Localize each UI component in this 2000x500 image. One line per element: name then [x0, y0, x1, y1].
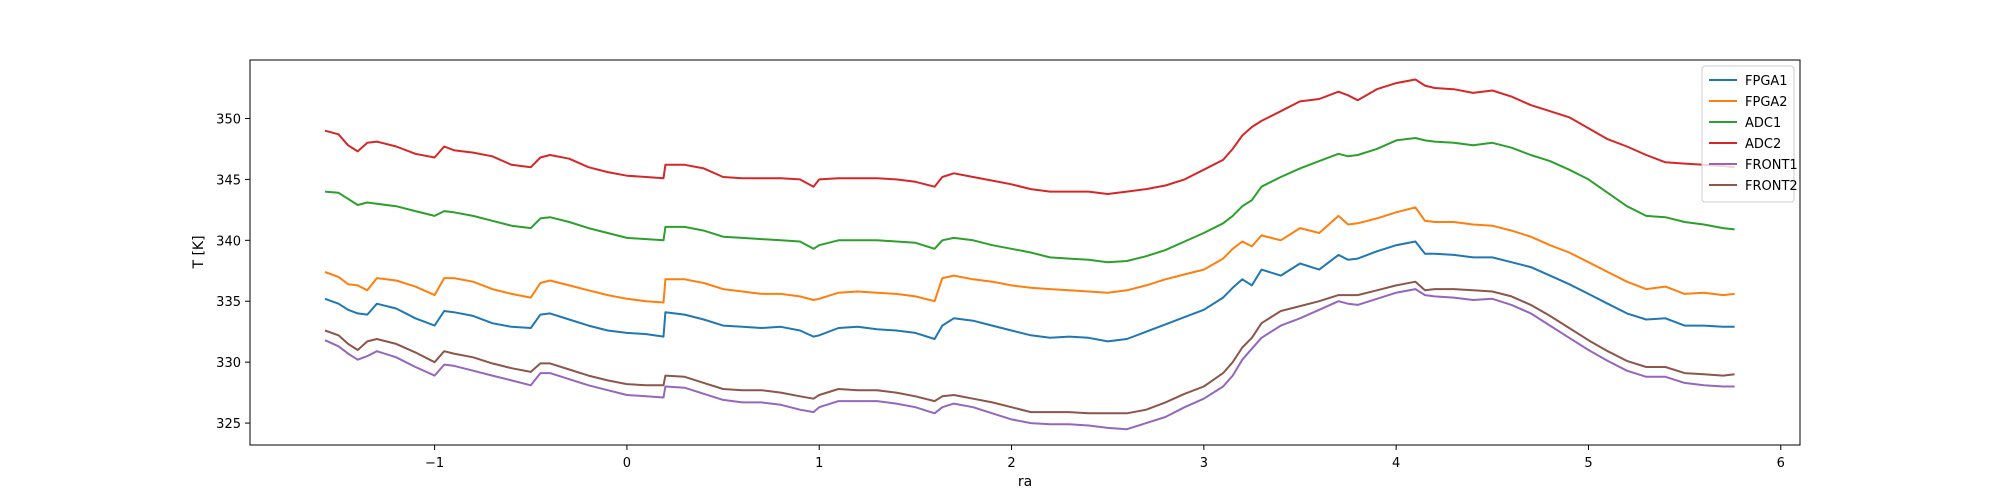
legend-entry: ADC1 — [1745, 116, 1781, 131]
legend: FPGA1 FPGA2 ADC1 ADC2 FRONT1 FRONT2 — [1701, 65, 1798, 203]
x-tick-label: 3 — [1200, 456, 1208, 471]
series-line-adc1 — [324, 137, 1735, 264]
legend-entry: FPGA2 — [1745, 95, 1788, 110]
plot-frame — [249, 59, 1801, 446]
series-line-front2 — [324, 280, 1735, 415]
x-tick-label: 5 — [1584, 456, 1592, 471]
legend-entry: FRONT1 — [1745, 158, 1798, 173]
y-tick-label: 345 — [216, 173, 241, 188]
legend-entry: FRONT2 — [1745, 179, 1798, 194]
x-axis-ticks: −1 0 1 2 3 4 5 6 — [425, 445, 1785, 471]
x-tick-label: 0 — [623, 456, 631, 471]
y-tick-label: 325 — [216, 417, 241, 432]
legend-entry: ADC2 — [1745, 137, 1781, 152]
x-tick-label: 1 — [815, 456, 823, 471]
y-tick-label: 335 — [216, 295, 241, 310]
x-tick-label: −1 — [425, 456, 444, 471]
x-axis-label: ra — [1018, 474, 1032, 490]
series-line-fpga1 — [324, 240, 1735, 343]
series-lines — [324, 78, 1735, 431]
y-axis-label: T [K] — [191, 235, 207, 269]
legend-entry: FPGA1 — [1745, 74, 1788, 89]
y-tick-label: 330 — [216, 356, 241, 371]
y-tick-label: 350 — [216, 112, 241, 127]
x-tick-label: 6 — [1777, 456, 1785, 471]
series-line-fpga2 — [324, 206, 1735, 304]
series-line-front1 — [324, 288, 1735, 431]
y-axis-ticks: 325 330 335 340 345 350 — [216, 112, 250, 432]
x-tick-label: 2 — [1007, 456, 1015, 471]
x-tick-label: 4 — [1392, 456, 1400, 471]
y-tick-label: 340 — [216, 234, 241, 249]
series-line-adc2 — [324, 78, 1735, 195]
